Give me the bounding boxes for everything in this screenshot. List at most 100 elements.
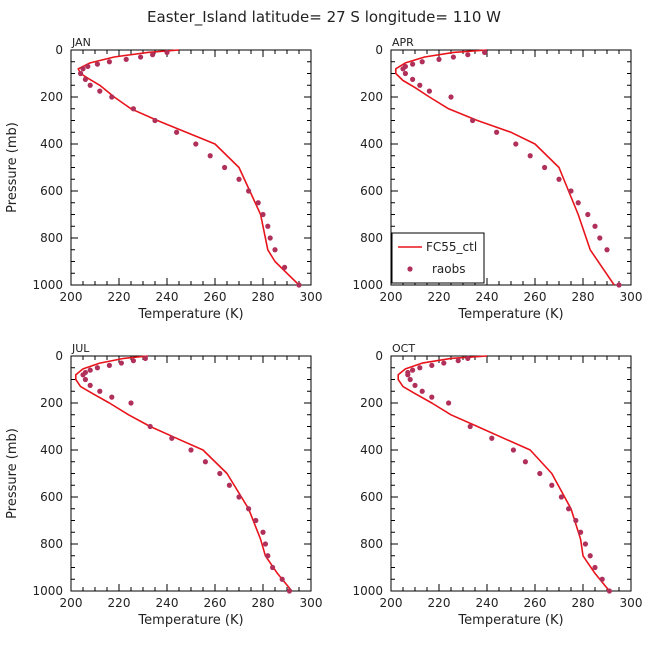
panel-oct: 200 220 240 260 280 300 0 200 400 600 800 1000 Tempe… — [352, 342, 642, 628]
data-point-raobs — [97, 88, 103, 94]
x-tick-label: 280 — [252, 290, 275, 304]
data-point-raobs — [606, 588, 613, 594]
data-point-raobs — [286, 588, 292, 594]
data-point-raobs — [470, 117, 476, 124]
x-axis-label: Temperature (K) — [457, 613, 563, 628]
data-point-raobs — [566, 506, 572, 512]
data-point-raobs — [482, 49, 488, 55]
data-point-raobs — [448, 94, 454, 100]
data-point-raobs — [592, 223, 598, 229]
y-tick-label: 0 — [55, 43, 63, 57]
data-point-raobs — [202, 459, 208, 465]
x-tick-label: 240 — [156, 596, 179, 610]
data-point-raobs — [407, 376, 413, 383]
data-point-raobs — [94, 365, 100, 371]
y-tick-label: 200 — [360, 396, 383, 410]
data-point-raobs — [142, 355, 148, 361]
data-point-raobs — [426, 88, 432, 94]
data-point-raobs — [402, 70, 408, 77]
panel-label: APR — [392, 36, 414, 49]
data-point-raobs — [429, 362, 435, 368]
data-point-raobs — [246, 188, 252, 194]
data-point-raobs — [489, 435, 495, 441]
data-point-raobs — [465, 355, 471, 361]
data-point-raobs — [78, 70, 84, 77]
panel-jul: 200 220 240 260 280 300 0 200 400 600 800 1000 Tempe… — [5, 342, 322, 628]
y-tick-label: 400 — [360, 443, 383, 457]
series-line-fc55-ctl — [397, 355, 611, 592]
data-point-raobs — [109, 94, 115, 100]
data-point-raobs — [455, 358, 461, 364]
data-point-raobs — [410, 367, 416, 373]
data-point-raobs — [94, 61, 100, 67]
data-point-raobs — [138, 54, 144, 60]
data-point-raobs — [587, 553, 593, 559]
x-axis-label: Temperature (K) — [137, 613, 243, 628]
legend-label-obs: raobs — [432, 262, 466, 276]
data-point-raobs — [527, 153, 533, 159]
data-point-raobs — [82, 76, 88, 82]
data-point-raobs — [296, 282, 302, 288]
x-tick-label: 280 — [572, 290, 595, 304]
series-line-fc55-ctl — [75, 355, 293, 592]
data-point-raobs — [616, 282, 622, 288]
data-point-raobs — [282, 264, 288, 270]
panel-label: JAN — [71, 36, 91, 49]
x-tick-label: 240 — [476, 290, 499, 304]
data-point-raobs — [556, 176, 562, 182]
data-point-raobs — [465, 52, 471, 58]
data-point-raobs — [80, 372, 86, 378]
data-point-raobs — [246, 506, 252, 512]
data-point-raobs — [410, 76, 416, 82]
data-point-raobs — [255, 200, 261, 206]
x-tick-label: 240 — [476, 596, 499, 610]
data-point-raobs — [537, 470, 543, 477]
x-tick-label: 200 — [60, 596, 83, 610]
y-tick-label: 200 — [360, 90, 383, 104]
data-point-raobs — [573, 517, 579, 524]
data-point-raobs — [217, 470, 223, 477]
data-point-raobs — [597, 235, 603, 241]
data-point-raobs — [174, 129, 180, 135]
data-point-raobs — [147, 423, 153, 430]
x-tick-label: 220 — [428, 290, 451, 304]
data-point-raobs — [236, 494, 242, 500]
data-point-raobs — [522, 459, 529, 465]
data-point-raobs — [85, 63, 91, 70]
data-point-raobs — [150, 52, 156, 58]
data-point-raobs — [128, 400, 134, 406]
x-tick-label: 260 — [524, 290, 547, 304]
data-point-raobs — [441, 360, 447, 366]
data-point-raobs — [253, 517, 259, 524]
x-tick-label: 300 — [620, 290, 643, 304]
data-point-raobs — [130, 358, 136, 364]
y-tick-label: 1000 — [352, 278, 383, 292]
data-point-raobs — [87, 382, 93, 388]
x-tick-label: 260 — [204, 290, 227, 304]
y-tick-label: 0 — [55, 349, 63, 363]
y-tick-label: 0 — [375, 43, 383, 57]
x-tick-label: 280 — [572, 596, 595, 610]
data-point-raobs — [272, 247, 278, 253]
data-point-raobs — [123, 56, 129, 63]
data-point-raobs — [578, 529, 584, 535]
data-point-raobs — [604, 247, 610, 253]
data-point-raobs — [436, 56, 442, 63]
x-tick-label: 240 — [156, 290, 179, 304]
x-tick-label: 260 — [204, 596, 227, 610]
data-point-raobs — [558, 494, 565, 500]
y-tick-label: 800 — [40, 537, 63, 551]
panel-jan: 200 220 240 260 280 300 0 200 400 600 800 1000 Tempe… — [5, 36, 322, 322]
data-point-raobs — [80, 66, 86, 72]
plot-frame-jul — [70, 355, 312, 592]
plot-frame-oct — [390, 355, 632, 592]
data-point-raobs — [405, 372, 411, 378]
data-point-raobs — [270, 564, 276, 571]
data-point-raobs — [226, 482, 232, 488]
y-tick-label: 1000 — [352, 584, 383, 598]
data-point-raobs — [410, 61, 416, 67]
y-tick-label: 600 — [40, 184, 63, 198]
legend-label-model: FC55_ctl — [426, 240, 477, 254]
data-point-raobs — [97, 388, 103, 394]
data-point-raobs — [279, 576, 285, 582]
